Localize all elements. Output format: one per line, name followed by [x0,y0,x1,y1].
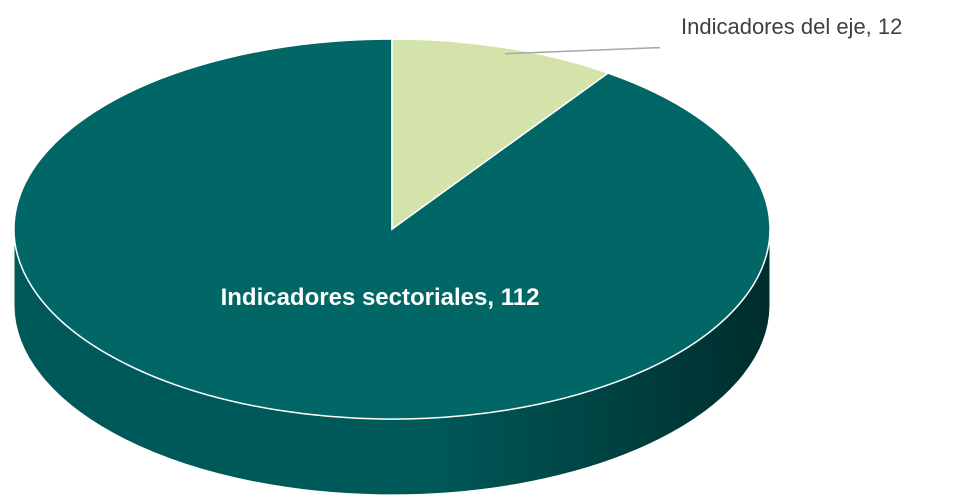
data-label-indicadores-del-eje: Indicadores del eje, 12 [681,14,902,39]
data-label-indicadores-sectoriales: Indicadores sectoriales, 112 [221,284,540,311]
leader-line [505,46,660,55]
pie-slice-indicadores-del-eje [391,38,610,231]
